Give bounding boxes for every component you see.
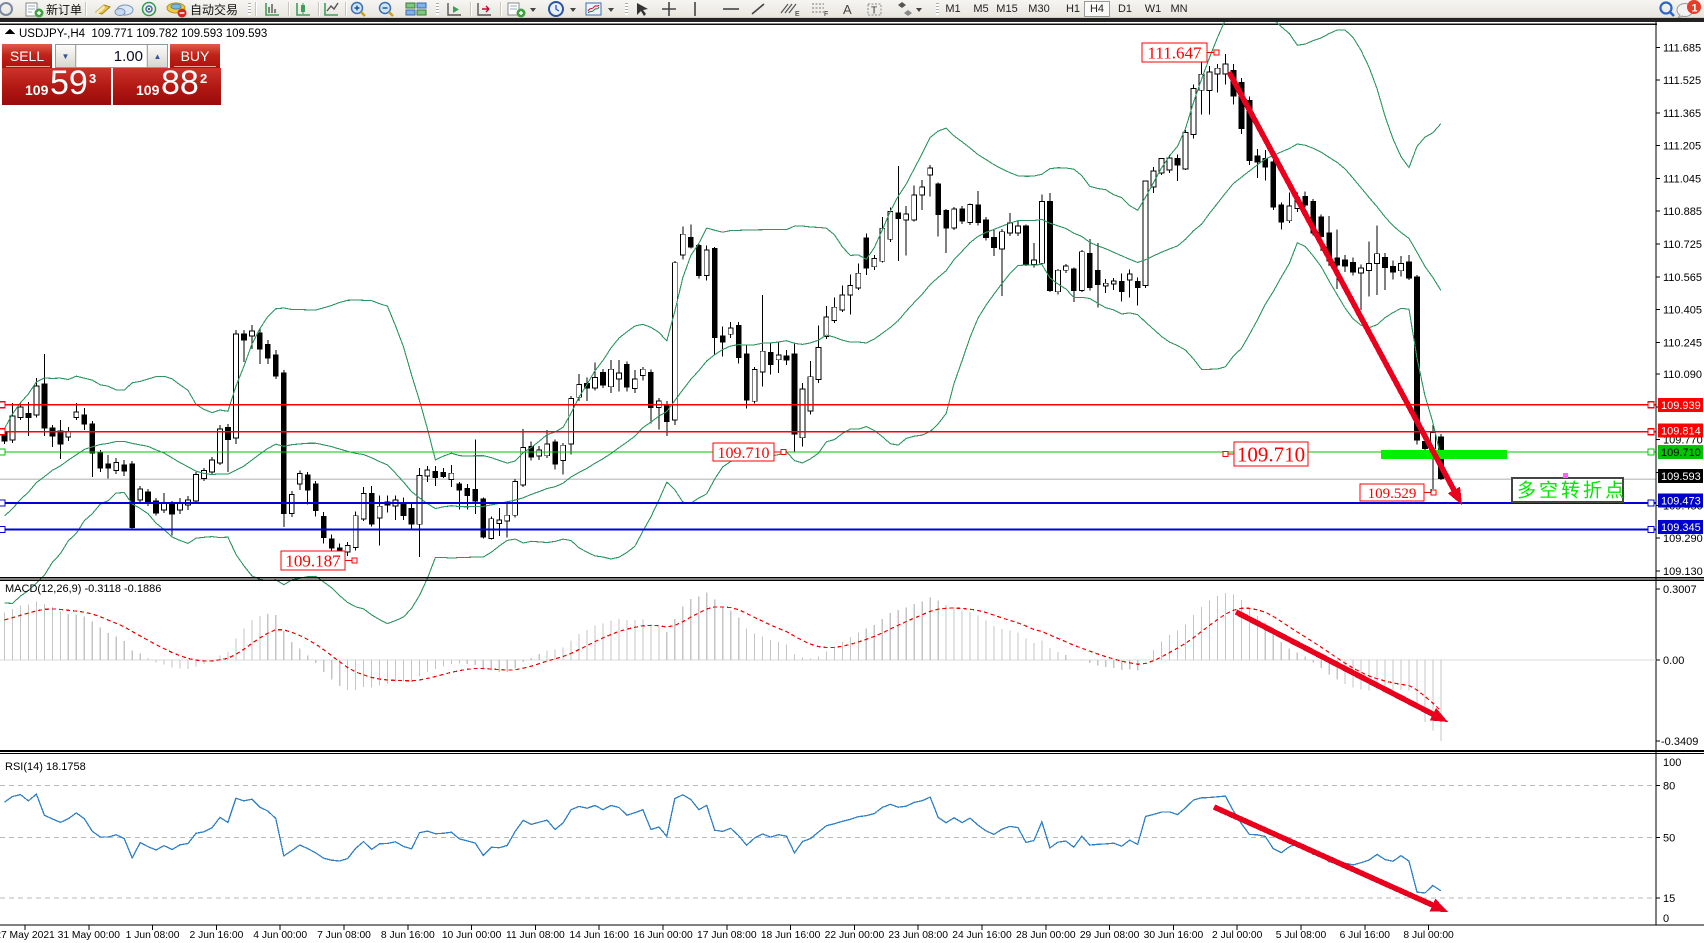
- svg-text:109.593: 109.593: [1661, 471, 1701, 483]
- svg-text:18 Jun 16:00: 18 Jun 16:00: [761, 930, 821, 941]
- svg-text:109.710: 109.710: [1237, 443, 1305, 467]
- svg-text:27 May 2021: 27 May 2021: [0, 930, 55, 941]
- svg-text:28 Jun 00:00: 28 Jun 00:00: [1016, 930, 1076, 941]
- svg-text:24 Jun 16:00: 24 Jun 16:00: [952, 930, 1012, 941]
- svg-text:109.290: 109.290: [1663, 533, 1703, 545]
- svg-text:2 Jun 16:00: 2 Jun 16:00: [189, 930, 243, 941]
- svg-text:-0.3409: -0.3409: [1661, 736, 1698, 748]
- svg-text:111.365: 111.365: [1663, 108, 1701, 120]
- svg-text:10 Jun 00:00: 10 Jun 00:00: [442, 930, 502, 941]
- svg-text:109.710: 109.710: [1661, 447, 1701, 459]
- svg-text:109.187: 109.187: [285, 552, 341, 571]
- svg-text:111.647: 111.647: [1148, 44, 1202, 63]
- svg-text:多空转折点: 多空转折点: [1517, 480, 1627, 502]
- svg-text:T: T: [871, 6, 877, 17]
- svg-text:110.090: 110.090: [1663, 369, 1702, 381]
- svg-text:0: 0: [1663, 913, 1669, 925]
- svg-text:0.00: 0.00: [1663, 655, 1684, 667]
- svg-text:15: 15: [1663, 893, 1675, 905]
- svg-text:7 Jun 08:00: 7 Jun 08:00: [317, 930, 371, 941]
- svg-text:30 Jun 16:00: 30 Jun 16:00: [1144, 930, 1204, 941]
- svg-text:111.045: 111.045: [1663, 174, 1701, 186]
- svg-text:31 May 00:00: 31 May 00:00: [58, 930, 121, 941]
- svg-text:RSI(14) 18.1758: RSI(14) 18.1758: [5, 761, 86, 773]
- svg-text:109.710: 109.710: [718, 445, 770, 462]
- svg-text:110.565: 110.565: [1663, 272, 1702, 284]
- svg-text:17 Jun 08:00: 17 Jun 08:00: [697, 930, 757, 941]
- svg-text:109.529: 109.529: [1368, 486, 1417, 502]
- svg-text:5 Jul 08:00: 5 Jul 08:00: [1276, 930, 1327, 941]
- svg-text:1: 1: [1692, 3, 1698, 15]
- svg-text:50: 50: [1663, 832, 1675, 844]
- svg-text:0.3007: 0.3007: [1663, 584, 1697, 596]
- svg-text:110.885: 110.885: [1663, 206, 1702, 218]
- svg-text:111.685: 111.685: [1663, 42, 1701, 54]
- svg-text:109.939: 109.939: [1661, 400, 1701, 412]
- svg-text:6 Jul 16:00: 6 Jul 16:00: [1340, 930, 1391, 941]
- svg-text:80: 80: [1663, 780, 1675, 792]
- svg-text:109.130: 109.130: [1663, 566, 1703, 578]
- svg-text:MACD(12,26,9) -0.3118 -0.1886: MACD(12,26,9) -0.3118 -0.1886: [5, 583, 161, 595]
- svg-text:8 Jul 00:00: 8 Jul 00:00: [1403, 930, 1454, 941]
- svg-text:111.205: 111.205: [1663, 141, 1701, 153]
- svg-text:16 Jun 00:00: 16 Jun 00:00: [633, 930, 693, 941]
- svg-text:110.725: 110.725: [1663, 239, 1702, 251]
- svg-text:22 Jun 00:00: 22 Jun 00:00: [825, 930, 885, 941]
- svg-text:1 Jun 08:00: 1 Jun 08:00: [126, 930, 180, 941]
- svg-text:2 Jul 00:00: 2 Jul 00:00: [1212, 930, 1263, 941]
- svg-text:109.473: 109.473: [1661, 496, 1701, 508]
- svg-text:110.245: 110.245: [1663, 337, 1702, 349]
- svg-text:A: A: [843, 2, 852, 17]
- svg-text:14 Jun 16:00: 14 Jun 16:00: [569, 930, 629, 941]
- svg-text:11 Jun 08:00: 11 Jun 08:00: [506, 930, 565, 941]
- svg-text:23 Jun 08:00: 23 Jun 08:00: [888, 930, 948, 941]
- svg-text:100: 100: [1663, 757, 1681, 769]
- svg-text:110.405: 110.405: [1663, 305, 1702, 317]
- svg-text:E: E: [795, 11, 800, 18]
- svg-text:USDJPY-,H4 109.771 109.782 10: USDJPY-,H4 109.771 109.782 109.593 109.5…: [19, 28, 267, 40]
- svg-text:109.814: 109.814: [1661, 426, 1701, 438]
- svg-text:4 Jun 00:00: 4 Jun 00:00: [253, 930, 307, 941]
- svg-text:109.345: 109.345: [1661, 522, 1701, 534]
- svg-text:111.525: 111.525: [1663, 75, 1701, 87]
- svg-text:29 Jun 08:00: 29 Jun 08:00: [1080, 930, 1140, 941]
- svg-text:8 Jun 16:00: 8 Jun 16:00: [381, 930, 435, 941]
- svg-text:F: F: [824, 11, 828, 18]
